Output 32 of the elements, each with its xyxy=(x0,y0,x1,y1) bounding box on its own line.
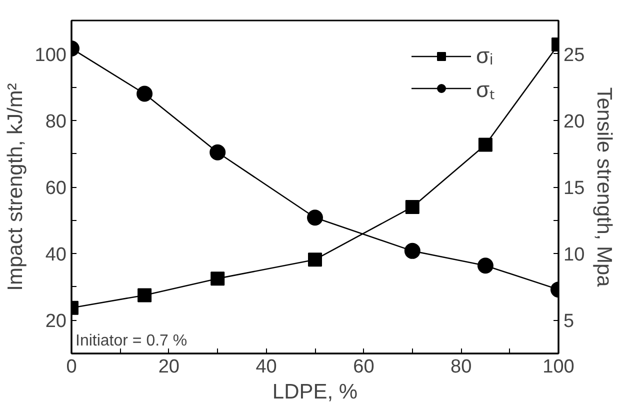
y2-tick-label: 5 xyxy=(564,311,574,332)
x-tick-label: 40 xyxy=(256,356,277,378)
y2-tick-label: 15 xyxy=(564,178,585,199)
x-axis-title: LDPE, % xyxy=(272,380,358,404)
point xyxy=(478,138,492,152)
y2-tick-label: 25 xyxy=(564,44,585,66)
y-tick-label: 100 xyxy=(34,44,66,66)
point xyxy=(308,252,322,267)
x-tick-label: 20 xyxy=(158,356,180,378)
point xyxy=(477,258,494,274)
point xyxy=(138,288,152,302)
y2-tick-label: 20 xyxy=(564,111,585,132)
point xyxy=(210,272,225,286)
x-tick-label: 0 xyxy=(66,356,77,378)
point xyxy=(136,86,153,102)
point xyxy=(210,144,226,160)
x-tick-label: 100 xyxy=(542,356,574,378)
y-axis-title: Impact strength, kJ/m² xyxy=(4,83,27,291)
annotation: Initiator = 0.7 % xyxy=(76,332,188,350)
point xyxy=(307,210,323,226)
y-tick-label: 60 xyxy=(45,178,67,199)
y-tick-label: 40 xyxy=(45,244,67,266)
x-tick-label: 80 xyxy=(450,356,472,378)
y2-axis-title: Tensile strength, Mpa xyxy=(592,87,616,288)
y-tick-label: 80 xyxy=(45,111,67,132)
y-tick-label: 20 xyxy=(45,311,67,332)
legend-label: σₜ xyxy=(476,76,496,103)
y2-tick-label: 10 xyxy=(564,244,585,266)
point xyxy=(404,242,420,259)
x-tick-label: 60 xyxy=(353,356,374,378)
point xyxy=(405,200,420,214)
legend-label: σᵢ xyxy=(476,43,494,69)
